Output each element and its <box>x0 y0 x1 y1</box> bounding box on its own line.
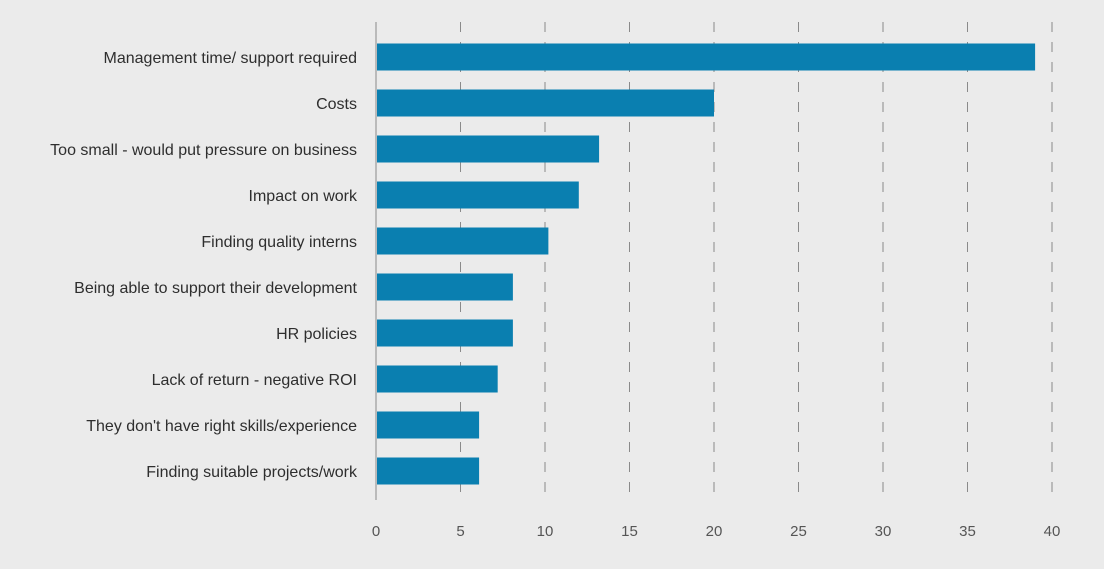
x-tick-label-35: 35 <box>959 523 976 540</box>
bar-8 <box>377 365 498 393</box>
x-tick-label-5: 5 <box>456 523 464 540</box>
bar-2 <box>377 89 714 117</box>
category-label-7: HR policies <box>276 326 357 343</box>
bar-3 <box>377 135 600 163</box>
bar-7 <box>377 319 513 347</box>
x-tick-label-25: 25 <box>790 523 807 540</box>
x-tick-label-30: 30 <box>875 523 892 540</box>
x-tick-label-15: 15 <box>621 523 638 540</box>
category-labels: Management time/ support required Costs To… <box>50 50 358 481</box>
category-label-1: Management time/ support required <box>104 50 357 67</box>
category-label-10: Finding suitable projects/work <box>146 464 358 481</box>
bars <box>377 43 1036 485</box>
bar-1 <box>377 43 1036 71</box>
bar-9 <box>377 411 480 439</box>
category-label-6: Being able to support their development <box>74 280 357 297</box>
x-tick-labels: 0 5 10 15 20 25 30 35 40 <box>372 523 1061 540</box>
bar-5 <box>377 227 549 255</box>
bar-4 <box>377 181 579 209</box>
bar-10 <box>377 457 480 485</box>
category-label-2: Costs <box>316 96 357 113</box>
bar-6 <box>377 273 513 301</box>
category-label-8: Lack of return - negative ROI <box>152 372 357 389</box>
x-tick-label-40: 40 <box>1044 523 1061 540</box>
x-tick-label-0: 0 <box>372 523 380 540</box>
category-label-4: Impact on work <box>249 188 358 205</box>
category-label-5: Finding quality interns <box>201 234 357 251</box>
x-tick-label-20: 20 <box>706 523 723 540</box>
category-label-9: They don't have right skills/experience <box>86 418 357 435</box>
category-label-3: Too small - would put pressure on busine… <box>50 142 357 159</box>
x-tick-label-10: 10 <box>537 523 554 540</box>
